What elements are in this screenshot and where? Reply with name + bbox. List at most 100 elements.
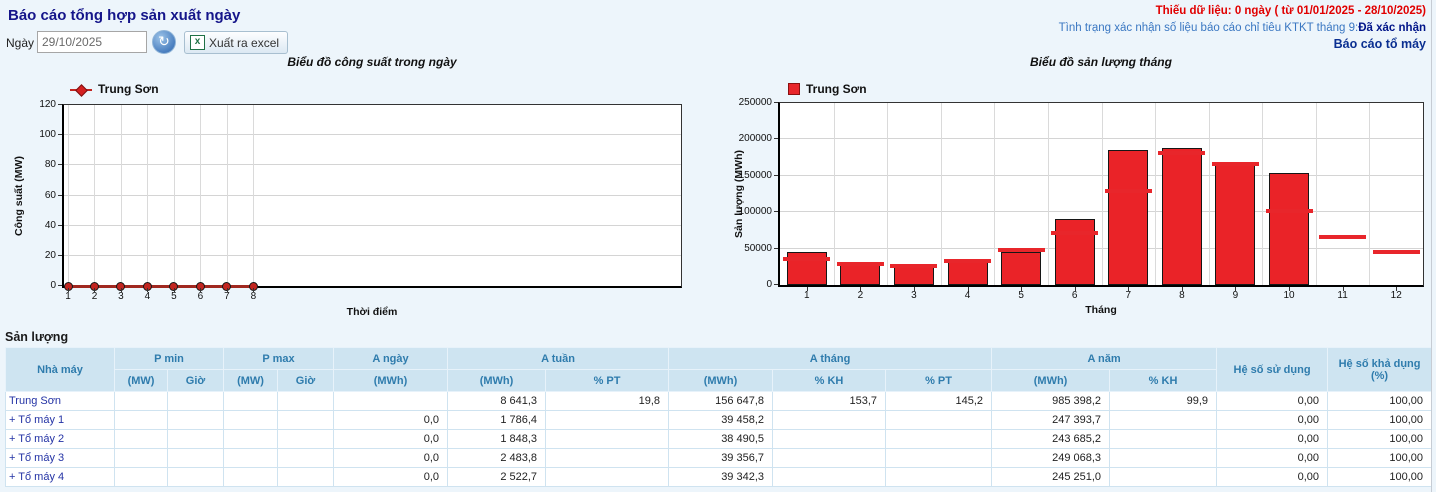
cell [772, 410, 887, 430]
table-row: + Tổ máy 1 0,0 1 786,4 39 458,2 247 393,7 0,0… [5, 410, 1433, 430]
gridline [253, 105, 255, 286]
table-body: Trung Sơn 8 641,3 19,8 156 647,8 153,7 145,2 9… [5, 391, 1433, 487]
y-tick-mark [774, 284, 778, 285]
gridline [1369, 103, 1371, 285]
series-line [66, 285, 258, 288]
unit-link[interactable]: + Tổ máy 4 [5, 467, 115, 487]
cell [223, 410, 279, 430]
excel-icon: x [190, 35, 205, 50]
production-chart-legend: Trung Sơn [788, 82, 867, 96]
page-title: Báo cáo tổng hợp sản xuất ngày [8, 7, 241, 24]
cell [114, 467, 168, 487]
y-tick-label: 50000 [744, 242, 772, 254]
power-legend-label: Trung Sơn [98, 82, 159, 96]
cell: 156 647,8 [668, 391, 774, 411]
gridline [147, 105, 149, 286]
y-tick-label: 60 [44, 189, 56, 201]
y-tick-label: 120 [39, 99, 56, 110]
unit-link[interactable]: + Tổ máy 2 [5, 429, 115, 449]
x-tick-mark [806, 287, 808, 291]
plant-link[interactable]: Trung Sơn [5, 391, 115, 411]
cell [277, 391, 335, 411]
x-tick-label: 3 [911, 290, 917, 301]
cell [1109, 410, 1218, 430]
cell [772, 467, 887, 487]
col-header-pmax: P max [223, 347, 335, 370]
cell [114, 391, 168, 411]
x-tick-label: 8 [250, 291, 257, 302]
x-tick-label: 1 [804, 290, 810, 301]
col-subheader-aweek-pt: % PT [545, 369, 670, 392]
cell [166, 429, 225, 449]
cell: 100,00 [1327, 448, 1433, 468]
cell [545, 467, 670, 487]
col-header-usage-factor: Hệ số sử dụng [1216, 347, 1329, 392]
x-tick-label: 4 [964, 290, 971, 301]
gridline [64, 194, 681, 196]
x-tick-mark [1074, 287, 1076, 291]
y-tick-mark [58, 224, 62, 226]
bar-month-8 [1161, 148, 1202, 285]
cell: 100,00 [1327, 429, 1433, 449]
y-tick-label: 80 [44, 159, 56, 171]
missing-data-notice: Thiếu dữ liệu: 0 ngày ( từ 01/01/2025 - … [1155, 5, 1426, 17]
cell [223, 429, 279, 449]
y-tick-mark [774, 102, 778, 103]
bar-month-4 [947, 259, 988, 285]
refresh-button[interactable]: ↻ [152, 30, 176, 54]
confirm-status-line: Tình trạng xác nhận số liệu báo cáo chỉ … [1059, 19, 1426, 36]
cell: 19,8 [545, 391, 670, 411]
unit-report-link[interactable]: Báo cáo tổ máy [1333, 37, 1426, 51]
cell [1109, 448, 1218, 468]
gridline [940, 103, 942, 285]
x-tick-mark [226, 288, 228, 292]
col-subheader-amonth-mwh: (MWh) [668, 369, 774, 392]
cell: 100,00 [1327, 391, 1433, 411]
x-tick-label: 6 [1071, 290, 1078, 301]
bar-month-7 [1108, 150, 1149, 285]
x-tick-mark [200, 288, 202, 292]
cell [772, 448, 887, 468]
cell: 0,0 [333, 448, 449, 468]
confirm-status-label: Tình trạng xác nhận số liệu báo cáo chỉ … [1058, 22, 1359, 34]
y-tick-label: 0 [766, 279, 772, 290]
col-subheader-aday-mwh: (MWh) [333, 369, 449, 392]
unit-link[interactable]: + Tổ máy 1 [5, 410, 115, 430]
bar-month-10 [1269, 172, 1310, 285]
y-tick-mark [774, 247, 778, 249]
cell: 1 848,3 [447, 429, 547, 449]
table-row: + Tổ máy 2 0,0 1 848,3 38 490,5 243 685,2 0,0… [5, 429, 1433, 449]
y-tick-label: 250000 [738, 97, 772, 108]
plan-marker-month-1 [783, 257, 831, 262]
y-tick-mark [58, 254, 62, 256]
plan-marker-month-10 [1265, 209, 1313, 214]
cell: 0,0 [333, 467, 449, 487]
x-tick-label: 11 [1337, 290, 1348, 301]
y-tick-label: 0 [50, 280, 56, 291]
production-x-axis-title: Tháng [1085, 304, 1117, 316]
cell: 0,00 [1216, 429, 1329, 449]
cell: 249 068,3 [991, 448, 1111, 468]
plan-marker-month-4 [944, 258, 992, 263]
date-input[interactable] [37, 31, 147, 53]
col-header-plant: Nhà máy [5, 347, 115, 392]
y-tick-mark [58, 194, 62, 196]
export-excel-button[interactable]: x Xuất ra excel [184, 31, 289, 54]
cell: 100,00 [1327, 467, 1433, 487]
gridline [173, 105, 175, 286]
x-tick-label: 8 [1179, 290, 1185, 301]
cell: 245 251,0 [991, 467, 1111, 487]
date-label: Ngày [6, 36, 35, 50]
cell [333, 391, 449, 411]
production-chart-title: Biểu đồ sản lượng tháng [1030, 55, 1172, 69]
production-legend-label: Trung Sơn [806, 82, 867, 96]
cell [114, 410, 168, 430]
cell [114, 448, 168, 468]
unit-link[interactable]: + Tổ máy 3 [5, 448, 115, 468]
table-row: + Tổ máy 3 0,0 2 483,8 39 356,7 249 068,3 0,0… [5, 448, 1433, 468]
x-tick-label: 5 [1018, 290, 1024, 301]
col-header-aday: A ngày [333, 347, 449, 370]
power-chart-legend: Trung Sơn [70, 82, 159, 97]
x-tick-mark [253, 288, 255, 292]
y-tick-label: 150000 [738, 169, 772, 181]
